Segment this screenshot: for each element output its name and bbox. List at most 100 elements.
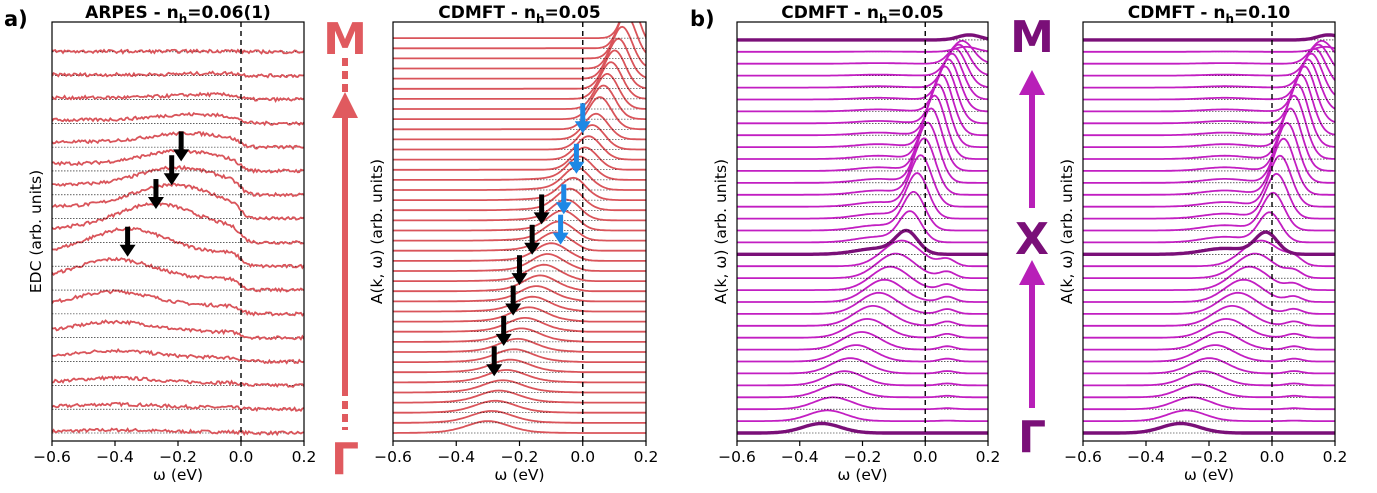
curve-20: [1083, 137, 1335, 196]
arrow-black-9: [486, 346, 503, 377]
curve-6: [393, 358, 646, 374]
x-tick-label: −0.4: [1127, 448, 1165, 466]
y-axis-label: A(k, ω) (arb. units): [1058, 159, 1076, 304]
curve-8: [737, 317, 988, 339]
x-tick-label: 0.0: [570, 448, 595, 466]
curve-4: [1083, 370, 1335, 387]
curve-8: [52, 201, 304, 245]
curve-20: [737, 137, 988, 196]
curve-23: [737, 94, 988, 160]
panel-cdmft_b2: CDMFT - nh=0.10 −0.6 −0.4 −0.2 0.0 0.2 ω (eV) A…: [1058, 3, 1347, 484]
curve-12: [393, 295, 646, 313]
curve-9: [1083, 304, 1335, 327]
path-arrowhead-a: [332, 92, 358, 118]
curve-22: [737, 107, 988, 172]
curve-6: [52, 256, 304, 293]
path-diagram-a: M Γ: [323, 14, 367, 485]
arrow-black-0: [173, 131, 190, 162]
path-label-gamma-b: Γ: [1018, 412, 1046, 463]
curve-7: [1083, 331, 1335, 351]
x-tick-label: −0.2: [844, 448, 882, 466]
curve-7: [393, 348, 646, 364]
curve-12: [52, 130, 304, 151]
plot-area: [393, 22, 646, 434]
curve-33: [1083, 33, 1335, 42]
curve-8: [393, 337, 646, 353]
curve-32: [393, 73, 646, 110]
curve-27: [393, 135, 646, 161]
arrow-blue-3: [552, 214, 569, 245]
x-tick-label: −0.6: [374, 448, 412, 466]
curve-6: [1083, 344, 1335, 363]
curve-0: [393, 420, 646, 434]
curve-21: [1083, 122, 1335, 184]
curve-33: [737, 33, 988, 42]
arrow-black-6: [511, 255, 528, 286]
x-tick-label: −0.4: [96, 448, 134, 466]
curve-10: [52, 164, 304, 198]
curve-16: [1083, 211, 1335, 244]
curve-10: [393, 316, 646, 333]
x-tick-label: −0.2: [159, 448, 197, 466]
path-label-gamma-a: Γ: [331, 434, 359, 485]
x-tick-label: 0.0: [229, 448, 254, 466]
curve-29: [1083, 47, 1335, 89]
curve-29: [393, 112, 646, 141]
curve-31: [1083, 40, 1335, 65]
curve-30: [737, 43, 988, 77]
y-axis-label: A(k, ω) (arb. units): [712, 159, 730, 304]
curve-17: [737, 190, 988, 232]
curve-31: [393, 84, 646, 120]
curve-10: [1083, 291, 1335, 315]
curve-0: [52, 427, 304, 437]
arrow-blue-2: [555, 184, 572, 215]
x-tick-label: −0.6: [33, 448, 71, 466]
x-tick-label: −0.6: [1064, 448, 1102, 466]
y-axis-label: A(k, ω) (arb. units): [368, 159, 386, 304]
x-tick-label: −0.2: [501, 448, 539, 466]
curve-11: [737, 278, 988, 303]
curve-2: [1083, 396, 1335, 411]
axes-frame: [392, 21, 647, 442]
curve-24: [393, 166, 646, 191]
x-tick-label: 0.0: [913, 448, 938, 466]
x-tick-label: 0.2: [292, 448, 317, 466]
path-arrowhead-b-top: [1019, 70, 1045, 95]
curve-35: [393, 37, 646, 80]
curve-9: [393, 327, 646, 343]
chart-title: CDMFT - nh=0.05: [438, 3, 600, 26]
x-tick-label: 0.0: [1260, 448, 1285, 466]
curve-5: [1083, 357, 1335, 375]
curve-33: [393, 61, 646, 100]
curve-18: [1083, 172, 1335, 220]
x-axis-label: ω (eV): [1184, 466, 1234, 484]
x-tick-label: 0.2: [976, 448, 1001, 466]
curve-23: [393, 176, 646, 202]
path-label-M-b: M: [1010, 12, 1054, 63]
x-tick-label: −0.6: [718, 448, 756, 466]
curve-11: [393, 306, 646, 323]
curve-38: [393, 22, 646, 50]
curve-3: [393, 389, 646, 404]
curve-16: [52, 48, 304, 55]
arrow-black-2: [147, 179, 164, 210]
curve-13: [52, 111, 304, 127]
curve-3: [1083, 383, 1335, 399]
chart-title: CDMFT - nh=0.10: [1128, 3, 1291, 26]
curve-28: [1083, 52, 1335, 101]
curve-21: [737, 121, 988, 184]
curve-11: [1083, 278, 1335, 303]
curve-2: [393, 399, 646, 414]
arrow-black-4: [533, 194, 550, 225]
plot-area: [737, 33, 988, 435]
panel-label-a: a): [4, 7, 28, 31]
curve-25: [393, 155, 646, 181]
x-axis-label: ω (eV): [153, 466, 203, 484]
curve-19: [393, 220, 646, 242]
curve-31: [737, 40, 988, 65]
curve-1: [393, 410, 646, 424]
axes-frame: [51, 21, 305, 442]
curve-3: [737, 383, 988, 399]
curve-2: [737, 396, 988, 411]
